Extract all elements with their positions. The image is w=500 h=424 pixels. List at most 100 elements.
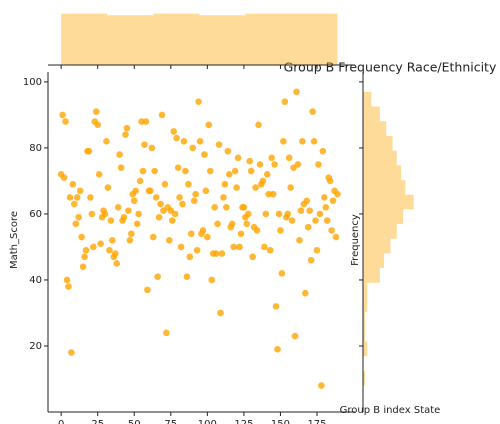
point: [218, 250, 226, 257]
x-tick-label: 100: [198, 419, 217, 424]
point: [171, 210, 179, 218]
point: [310, 138, 318, 145]
point: [255, 121, 262, 129]
point: [201, 151, 208, 158]
point: [321, 194, 328, 201]
marginal-x-bar: [199, 15, 246, 66]
point: [139, 167, 147, 175]
point: [130, 197, 138, 205]
marginal-y-bar: [363, 150, 397, 166]
point: [288, 217, 296, 224]
point: [149, 233, 157, 241]
point: [63, 276, 71, 284]
point: [247, 167, 255, 175]
x-tick-label: 150: [271, 419, 290, 424]
marginal-y-bar: [363, 341, 368, 357]
point: [228, 220, 236, 228]
point: [148, 144, 156, 152]
point: [163, 329, 170, 337]
x-tick-label: 125: [234, 419, 253, 424]
point: [106, 246, 113, 254]
point: [177, 243, 185, 251]
point: [170, 128, 178, 135]
point: [132, 187, 140, 195]
point: [266, 246, 274, 254]
marginal-y-bar: [363, 312, 366, 327]
point: [73, 194, 81, 201]
point: [79, 263, 87, 271]
point: [60, 174, 68, 181]
point: [157, 200, 164, 208]
point: [202, 187, 210, 195]
point: [246, 157, 254, 165]
point: [173, 134, 180, 142]
x-tick-label: 25: [91, 419, 104, 424]
point: [307, 256, 315, 264]
point: [82, 246, 90, 254]
marginal-y-bar: [363, 326, 366, 342]
point: [313, 246, 321, 254]
point: [88, 210, 96, 218]
point: [107, 217, 115, 224]
point: [144, 286, 151, 294]
point: [90, 243, 97, 251]
point: [296, 237, 303, 244]
point: [185, 180, 192, 188]
point: [233, 184, 240, 191]
marginal-x-bar: [107, 15, 154, 66]
point: [135, 210, 142, 218]
point: [261, 243, 268, 251]
y-tick-label: 20: [29, 341, 42, 352]
point: [176, 194, 183, 201]
point: [128, 230, 135, 238]
marginal-y-label: Frequency: [350, 214, 361, 266]
point: [206, 167, 214, 175]
marginal-y-bar: [363, 238, 391, 254]
point: [318, 382, 325, 389]
point: [109, 237, 116, 244]
marginal-y-bar: [363, 297, 368, 313]
point: [59, 111, 66, 119]
point: [220, 194, 227, 201]
x-tick-label: 0: [58, 419, 64, 424]
point: [126, 237, 134, 244]
point: [195, 98, 202, 106]
point: [123, 124, 131, 132]
point: [66, 194, 74, 201]
point: [62, 118, 69, 125]
marginal-x-bar: [153, 13, 200, 66]
point: [152, 194, 160, 201]
point: [301, 289, 309, 297]
point: [315, 161, 322, 168]
point: [316, 210, 324, 218]
point: [244, 210, 252, 218]
marginal-x-bar: [61, 13, 108, 66]
point: [81, 253, 88, 261]
point: [94, 121, 102, 129]
point: [117, 164, 125, 172]
marginal-y-bar: [363, 165, 401, 180]
point: [243, 220, 251, 228]
point: [329, 197, 337, 205]
marginal-y-bar: [363, 121, 387, 136]
point: [180, 138, 188, 145]
point: [231, 167, 239, 175]
chart-title: Group B Frequency Race/Ethnicity: [284, 60, 497, 75]
point: [71, 200, 78, 208]
point: [168, 217, 176, 224]
y-axis-label: Math_Score: [9, 211, 20, 269]
point: [190, 197, 198, 205]
point: [262, 210, 270, 218]
point: [154, 273, 161, 280]
point: [78, 233, 85, 241]
point: [133, 220, 141, 228]
point: [72, 220, 80, 228]
point: [234, 154, 242, 162]
point: [182, 167, 189, 175]
point: [277, 227, 284, 234]
point: [193, 246, 201, 254]
point: [212, 250, 220, 257]
point: [275, 210, 283, 218]
point: [179, 200, 186, 208]
